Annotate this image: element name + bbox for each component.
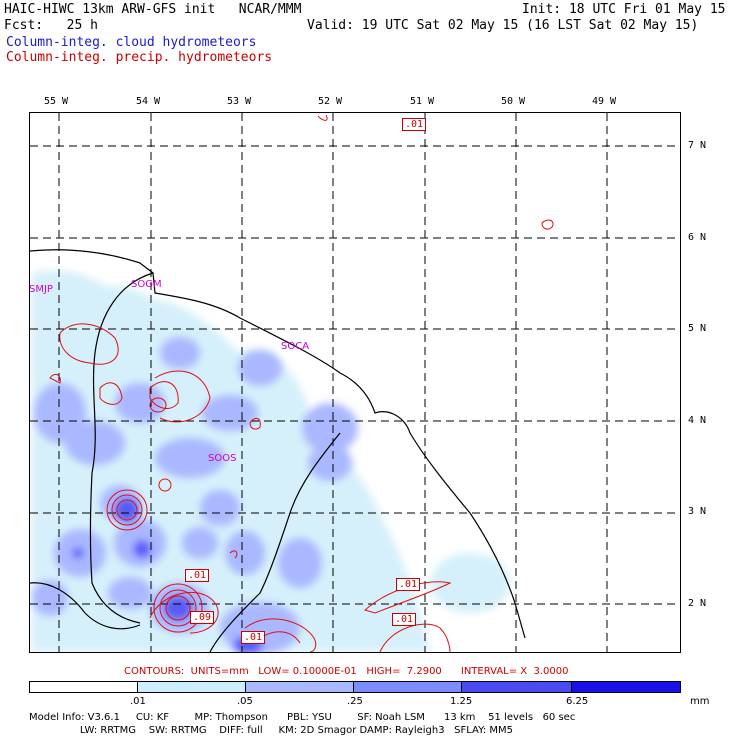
valid-time: Valid: 19 UTC Sat 02 May 15 (16 LST Sat … bbox=[307, 18, 699, 33]
contour-label: .01 bbox=[402, 118, 427, 131]
colorbar-segment bbox=[462, 682, 572, 692]
lat-label-5n: 5 N bbox=[688, 323, 707, 334]
map-canvas bbox=[30, 113, 680, 652]
station-smjp: SMJP bbox=[29, 284, 53, 295]
map-panel: SMJP SOGM SOCA SOOS .01 .01 .09 .01 .01 … bbox=[29, 112, 681, 653]
lon-label-55w: 55 W bbox=[44, 96, 69, 107]
lat-label-4n: 4 N bbox=[688, 415, 707, 426]
contour-label: .01 bbox=[396, 578, 421, 591]
legend-cloud: Column-integ. cloud hydrometeors bbox=[6, 35, 257, 50]
colorbar-tick: 1.25 bbox=[450, 696, 473, 707]
lon-label-50w: 50 W bbox=[501, 96, 526, 107]
lat-label-3n: 3 N bbox=[688, 506, 707, 517]
contours-info: CONTOURS: UNITS=mm LOW= 0.10000E-01 HIGH… bbox=[124, 666, 569, 677]
forecast-hour: Fcst: 25 h bbox=[4, 18, 98, 33]
colorbar bbox=[29, 681, 681, 693]
colorbar-segment bbox=[138, 682, 246, 692]
contour-label: .09 bbox=[190, 611, 215, 624]
station-sogm: SOGM bbox=[131, 279, 162, 290]
contour-label: .01 bbox=[241, 631, 266, 644]
lon-label-49w: 49 W bbox=[592, 96, 617, 107]
lon-label-51w: 51 W bbox=[410, 96, 435, 107]
model-info-line1: Model Info: V3.6.1 CU: KF MP: Thompson P… bbox=[29, 712, 576, 723]
colorbar-segment bbox=[30, 682, 138, 692]
cloud-fill-dark bbox=[73, 498, 262, 652]
colorbar-segment bbox=[246, 682, 354, 692]
colorbar-tick: .25 bbox=[347, 696, 363, 707]
colorbar-tick: 6.25 bbox=[566, 696, 589, 707]
colorbar-segment bbox=[354, 682, 462, 692]
contour-label: .01 bbox=[392, 613, 417, 626]
precip-contours bbox=[49, 114, 554, 652]
graticule bbox=[30, 113, 680, 652]
colorbar-tick: .01 bbox=[130, 696, 146, 707]
colorbar-tick: .05 bbox=[237, 696, 253, 707]
model-info-line2: LW: RRTMG SW: RRTMG DIFF: full KM: 2D Sm… bbox=[29, 725, 514, 736]
colorbar-segment bbox=[572, 682, 680, 692]
lon-label-53w: 53 W bbox=[227, 96, 252, 107]
coastline bbox=[30, 249, 526, 652]
station-soos: SOOS bbox=[208, 453, 237, 464]
init-time: Init: 18 UTC Fri 01 May 15 bbox=[522, 2, 726, 17]
lon-label-54w: 54 W bbox=[136, 96, 161, 107]
station-soca: SOCA bbox=[281, 341, 310, 352]
title-left: HAIC-HIWC 13km ARW-GFS init NCAR/MMM bbox=[4, 2, 302, 17]
lat-label-2n: 2 N bbox=[688, 598, 707, 609]
legend-precip: Column-integ. precip. hydrometeors bbox=[6, 50, 273, 65]
lat-label-7n: 7 N bbox=[688, 140, 707, 151]
lat-label-6n: 6 N bbox=[688, 232, 707, 243]
lon-label-52w: 52 W bbox=[318, 96, 343, 107]
contour-label: .01 bbox=[185, 569, 210, 582]
colorbar-units: mm bbox=[690, 696, 710, 707]
